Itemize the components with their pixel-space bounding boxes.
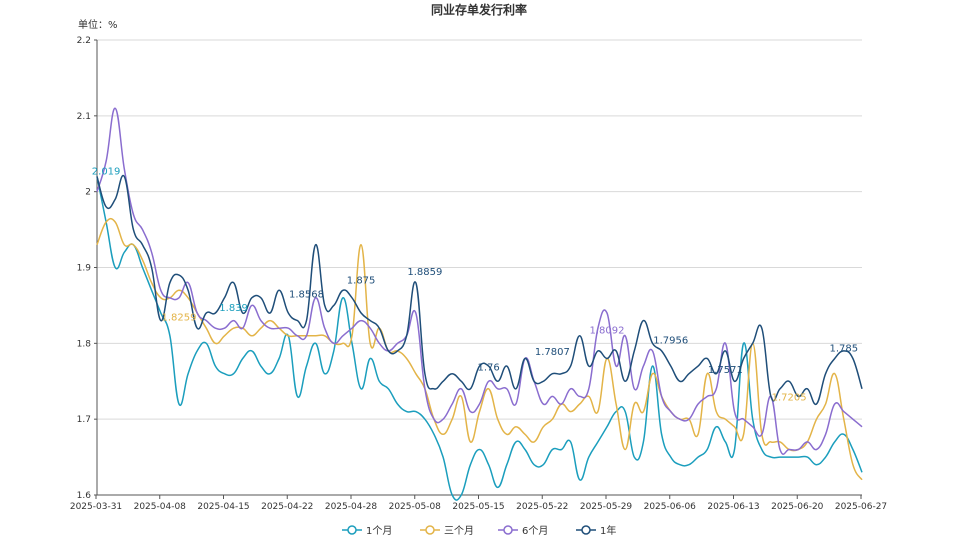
y-tick-label: 1.6 bbox=[77, 491, 92, 501]
annotations: 2.019 1.8259 1.839 1.8568 1.875 1.8859 1.76 1.7… bbox=[92, 166, 858, 403]
x-tick-label: 2025-06-20 bbox=[771, 502, 824, 512]
legend-label: 1个月 bbox=[366, 525, 392, 537]
x-tick-label: 2025-04-15 bbox=[197, 502, 249, 512]
legend-item-0[interactable]: 1个月 bbox=[342, 525, 392, 537]
series-line-3 bbox=[96, 174, 863, 406]
series-line-0 bbox=[96, 176, 863, 501]
data-label: 1.7807 bbox=[535, 347, 570, 358]
legend-item-3[interactable]: 1年 bbox=[576, 524, 616, 537]
legend-label: 1年 bbox=[600, 524, 616, 537]
legend: 1个月 三个月 6个月 1年 bbox=[342, 524, 616, 537]
legend-item-1[interactable]: 三个月 bbox=[420, 525, 474, 537]
x-tick-label: 2025-06-27 bbox=[835, 502, 887, 512]
data-label: 1.8568 bbox=[289, 289, 324, 300]
x-tick-label: 2025-04-28 bbox=[325, 502, 378, 512]
y-tick-label: 2 bbox=[85, 188, 91, 198]
data-label: 1.8859 bbox=[407, 267, 442, 278]
legend-label: 6个月 bbox=[522, 525, 548, 537]
legend-marker bbox=[581, 525, 591, 535]
legend-marker bbox=[425, 525, 435, 535]
legend-item-2[interactable]: 6个月 bbox=[498, 525, 548, 537]
legend-label: 三个月 bbox=[444, 525, 474, 537]
y-tick-label: 1.8 bbox=[77, 339, 92, 349]
x-tick-label: 2025-04-08 bbox=[134, 502, 187, 512]
data-label: 1.875 bbox=[347, 275, 376, 286]
data-label: 1.839 bbox=[219, 303, 248, 314]
data-label: 1.7956 bbox=[653, 336, 688, 347]
x-tick-label: 2025-05-15 bbox=[452, 502, 504, 512]
grid bbox=[97, 39, 862, 420]
y-tick-label: 1.9 bbox=[77, 264, 92, 274]
data-label: 1.8259 bbox=[161, 313, 196, 324]
series-line-2 bbox=[96, 107, 863, 455]
series-lines bbox=[96, 107, 863, 501]
y-tick-label: 1.7 bbox=[77, 415, 91, 425]
legend-marker bbox=[503, 525, 513, 535]
data-label: 1.8092 bbox=[590, 325, 625, 336]
axes: 1.6 1.7 1.8 1.9 2 2.1 2.2 2025-03-31 2025-04-08 2… bbox=[70, 36, 887, 512]
legend-marker bbox=[347, 525, 357, 535]
x-tick-label: 2025-04-22 bbox=[261, 502, 313, 512]
x-tick-label: 2025-03-31 bbox=[70, 502, 122, 512]
data-label: 1.76 bbox=[477, 363, 499, 374]
data-label: 1.785 bbox=[829, 344, 858, 355]
data-label: 1.7571 bbox=[708, 365, 743, 376]
x-tick-label: 2025-06-13 bbox=[707, 502, 759, 512]
x-tick-label: 2025-05-29 bbox=[580, 502, 633, 512]
chart-title: 同业存单发行利率 bbox=[431, 2, 527, 17]
y-tick-label: 2.2 bbox=[77, 36, 91, 46]
x-tick-label: 2025-05-22 bbox=[516, 502, 568, 512]
series-line-1 bbox=[96, 217, 863, 481]
data-label: 1.7205 bbox=[772, 393, 807, 404]
y-tick-label: 2.1 bbox=[77, 112, 91, 122]
x-tick-label: 2025-05-08 bbox=[389, 502, 442, 512]
data-label: 2.019 bbox=[92, 166, 121, 177]
unit-label: 单位：% bbox=[78, 18, 118, 31]
x-tick-label: 2025-06-06 bbox=[644, 502, 697, 512]
